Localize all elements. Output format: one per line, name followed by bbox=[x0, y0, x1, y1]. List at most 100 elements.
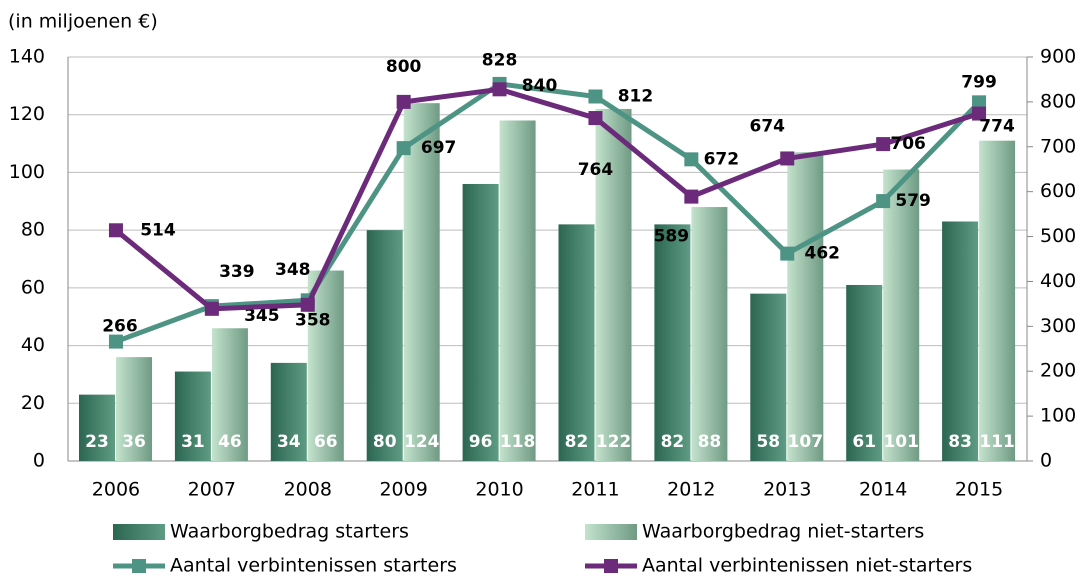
bar bbox=[270, 362, 307, 461]
y-tick-label: 40 bbox=[21, 334, 45, 356]
marker bbox=[588, 89, 603, 104]
bar bbox=[403, 103, 440, 462]
bar bbox=[979, 140, 1016, 461]
bar bbox=[116, 357, 152, 461]
bar-value-label: 101 bbox=[883, 432, 919, 452]
x-tick-label: 2006 bbox=[92, 479, 140, 501]
y2-tick-label: 500 bbox=[1040, 225, 1076, 247]
marker bbox=[780, 151, 795, 166]
line-value-label: 828 bbox=[482, 50, 518, 70]
marker bbox=[108, 334, 123, 349]
bar bbox=[499, 120, 536, 461]
bar-value-label: 46 bbox=[218, 432, 242, 452]
line-value-label: 706 bbox=[890, 134, 926, 154]
legend-swatch bbox=[113, 524, 165, 540]
y-tick-label: 80 bbox=[21, 219, 45, 241]
y-tick-label: 20 bbox=[21, 392, 45, 414]
bar-value-label: 88 bbox=[698, 432, 722, 452]
marker bbox=[492, 82, 507, 97]
bar bbox=[883, 169, 920, 462]
marker bbox=[588, 111, 603, 126]
marker bbox=[396, 141, 411, 156]
line-value-label: 358 bbox=[295, 310, 331, 330]
bar bbox=[691, 207, 728, 461]
y-tick-label: 60 bbox=[21, 276, 45, 298]
marker bbox=[684, 189, 699, 204]
marker bbox=[876, 194, 891, 209]
line-value-label: 672 bbox=[704, 149, 740, 169]
x-tick-label: 2013 bbox=[763, 479, 811, 501]
bar-value-label: 107 bbox=[788, 432, 824, 452]
y2-tick-label: 200 bbox=[1040, 360, 1076, 382]
bar bbox=[654, 224, 691, 461]
x-tick-label: 2015 bbox=[955, 479, 1003, 501]
axis-label: (in miljoenen €) bbox=[8, 11, 158, 33]
bar bbox=[174, 371, 211, 461]
line-value-label: 589 bbox=[654, 227, 690, 247]
line-value-label: 462 bbox=[805, 244, 841, 264]
x-tick-label: 2010 bbox=[475, 479, 523, 501]
bar bbox=[846, 284, 883, 461]
bar bbox=[462, 183, 499, 461]
y2-tick-label: 100 bbox=[1040, 405, 1076, 427]
bar-value-label: 96 bbox=[469, 432, 493, 452]
bar bbox=[366, 230, 403, 461]
y2-tick-label: 900 bbox=[1040, 46, 1076, 68]
legend-swatch bbox=[585, 524, 637, 540]
x-tick-label: 2008 bbox=[284, 479, 332, 501]
line-value-label: 697 bbox=[421, 138, 457, 158]
y2-tick-label: 400 bbox=[1040, 270, 1076, 292]
line-value-label: 339 bbox=[219, 262, 255, 282]
marker bbox=[876, 137, 891, 152]
bar-value-label: 83 bbox=[948, 432, 972, 452]
bar bbox=[211, 328, 248, 461]
y2-tick-label: 700 bbox=[1040, 135, 1076, 157]
bar-value-label: 61 bbox=[852, 432, 876, 452]
line bbox=[115, 81, 981, 344]
bar-value-label: 34 bbox=[277, 432, 301, 452]
marker bbox=[204, 301, 219, 316]
line-value-label: 579 bbox=[895, 191, 931, 211]
marker bbox=[108, 223, 123, 238]
bar-value-label: 23 bbox=[85, 432, 109, 452]
bar bbox=[558, 224, 595, 461]
x-tick-label: 2014 bbox=[859, 479, 907, 501]
y2-tick-label: 300 bbox=[1040, 315, 1076, 337]
x-tick-label: 2009 bbox=[379, 479, 427, 501]
line-value-label: 774 bbox=[979, 117, 1015, 137]
legend-marker bbox=[604, 559, 618, 573]
legend-label: Aantal verbintenissen niet-starters bbox=[642, 555, 972, 577]
bar-value-label: 122 bbox=[596, 432, 632, 452]
bar-value-label: 111 bbox=[979, 432, 1015, 452]
bar-value-label: 36 bbox=[122, 432, 146, 452]
bar-value-label: 124 bbox=[404, 432, 440, 452]
y2-tick-label: 0 bbox=[1040, 450, 1052, 472]
x-tick-label: 2007 bbox=[188, 479, 236, 501]
bar-value-label: 80 bbox=[373, 432, 397, 452]
bar bbox=[750, 293, 787, 461]
bar-value-label: 82 bbox=[661, 432, 685, 452]
bar bbox=[79, 394, 115, 461]
legend-label: Waarborgbedrag starters bbox=[170, 521, 409, 543]
legend-label: Aantal verbintenissen starters bbox=[170, 555, 457, 577]
marker bbox=[780, 246, 795, 261]
bar bbox=[942, 221, 979, 461]
line-value-label: 764 bbox=[578, 160, 614, 180]
line-value-label: 266 bbox=[102, 317, 138, 337]
bar bbox=[595, 108, 632, 461]
line bbox=[114, 86, 980, 312]
line-value-label: 674 bbox=[750, 116, 786, 136]
x-tick-label: 2011 bbox=[571, 479, 619, 501]
line-value-label: 840 bbox=[522, 76, 558, 96]
y-tick-label: 120 bbox=[9, 103, 45, 125]
legend-marker bbox=[132, 559, 146, 573]
bar-value-label: 118 bbox=[500, 432, 536, 452]
bar-value-label: 31 bbox=[181, 432, 205, 452]
bar bbox=[787, 152, 824, 461]
marker bbox=[396, 94, 411, 109]
line-value-label: 345 bbox=[244, 306, 280, 326]
marker bbox=[972, 95, 987, 110]
bar-value-label: 66 bbox=[314, 432, 338, 452]
bar-value-label: 82 bbox=[565, 432, 589, 452]
